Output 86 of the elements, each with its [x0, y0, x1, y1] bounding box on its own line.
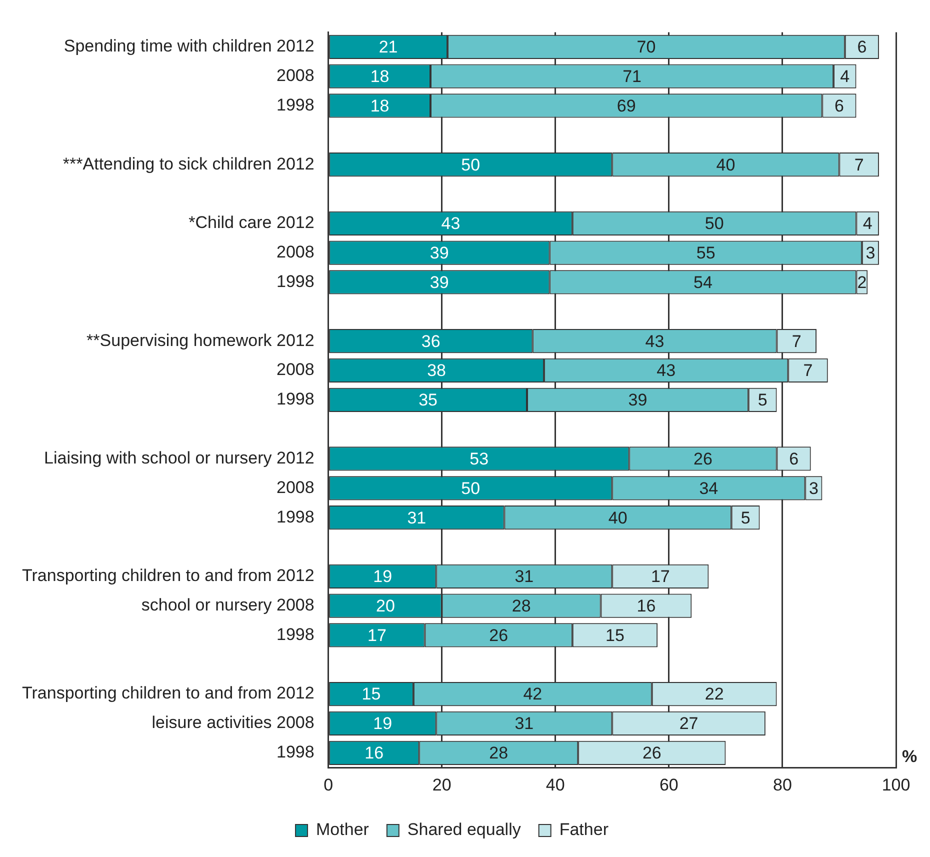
- x-tick-label: 0: [324, 775, 334, 794]
- data-label: 28: [512, 596, 531, 616]
- data-label: 26: [489, 626, 508, 645]
- x-tick-label: 100: [882, 775, 910, 794]
- data-label: 34: [699, 478, 718, 498]
- y-tick-label: 1998: [276, 390, 314, 409]
- data-label: 22: [704, 684, 724, 704]
- data-label: 20: [376, 596, 395, 616]
- data-label: 40: [608, 508, 628, 528]
- y-tick-label: 1998: [276, 507, 314, 526]
- data-label: 54: [694, 272, 712, 292]
- y-tick-label: 2008: [276, 242, 314, 262]
- data-label: 7: [792, 332, 802, 351]
- data-label: 6: [834, 96, 844, 116]
- x-tick-label: 20: [432, 775, 452, 794]
- data-label: 39: [430, 244, 449, 263]
- data-label: 26: [694, 449, 712, 468]
- data-label: 28: [489, 744, 508, 763]
- x-axis-title: %: [902, 746, 918, 766]
- data-label: 55: [696, 244, 716, 263]
- data-label: 31: [407, 508, 426, 528]
- y-tick-label: *Child care 2012: [188, 213, 314, 232]
- data-label: 27: [679, 714, 698, 734]
- data-label: 15: [606, 626, 624, 645]
- legend-label: Father: [559, 820, 609, 840]
- data-label: 3: [866, 244, 876, 263]
- legend-label: Shared equally: [407, 820, 522, 840]
- data-label: 70: [636, 38, 656, 57]
- y-tick-label: 2008: [276, 66, 314, 86]
- y-tick-label: **Supervising homework 2012: [86, 330, 314, 350]
- y-tick-label: Transporting children to and from 2012: [22, 684, 314, 703]
- data-label: 7: [803, 361, 813, 380]
- data-label: 4: [840, 67, 850, 86]
- data-label: 43: [645, 332, 664, 351]
- y-tick-label: 2008: [276, 478, 314, 497]
- data-label: 53: [470, 449, 489, 468]
- data-label: 36: [421, 332, 440, 351]
- data-label: 35: [418, 390, 438, 410]
- y-tick-label: 1998: [276, 624, 314, 644]
- data-label: 39: [628, 390, 648, 410]
- data-label: 38: [427, 361, 446, 380]
- y-tick-label: 1998: [276, 742, 314, 762]
- data-label: 6: [789, 449, 799, 468]
- data-label: 17: [650, 567, 670, 586]
- data-label: 43: [441, 214, 460, 234]
- data-label: 40: [716, 155, 736, 174]
- data-label: 5: [758, 390, 768, 410]
- y-tick-label: ***Attending to sick children 2012: [62, 154, 314, 174]
- data-label: 17: [367, 626, 386, 645]
- data-label: 50: [704, 214, 724, 234]
- data-label: 18: [370, 96, 390, 116]
- x-tick-label: 40: [546, 775, 565, 794]
- data-label: 42: [523, 684, 542, 704]
- legend-label: Mother: [316, 820, 370, 840]
- data-label: 50: [461, 478, 480, 498]
- data-label: 26: [642, 744, 662, 763]
- y-tick-label: leisure activities 2008: [152, 713, 314, 732]
- data-label: 7: [854, 155, 864, 174]
- data-label: 31: [514, 714, 534, 734]
- x-tick-label: 80: [773, 775, 792, 794]
- y-tick-label: Transporting children to and from 2012: [22, 566, 314, 586]
- y-tick-label: 2008: [276, 360, 314, 380]
- data-label: 3: [808, 478, 818, 498]
- data-label: 16: [364, 744, 384, 763]
- data-label: 39: [430, 272, 449, 292]
- data-label: 71: [622, 67, 642, 86]
- data-label: 2: [857, 272, 867, 292]
- data-label: 19: [373, 567, 392, 586]
- data-label: 5: [740, 508, 750, 528]
- y-tick-label: Spending time with children 2012: [64, 36, 314, 56]
- data-label: 6: [857, 38, 867, 57]
- data-label: 21: [378, 38, 398, 57]
- data-label: 4: [862, 214, 872, 234]
- data-label: 43: [656, 361, 676, 380]
- y-tick-label: Liaising with school or nursery 2012: [44, 448, 314, 468]
- data-label: 31: [514, 567, 534, 586]
- y-tick-label: 1998: [276, 95, 314, 114]
- data-label: 18: [370, 67, 390, 86]
- data-label: 19: [373, 714, 392, 734]
- x-tick-label: 60: [659, 775, 678, 794]
- data-label: 69: [616, 96, 636, 116]
- data-label: 50: [461, 155, 480, 174]
- y-tick-label: 1998: [276, 272, 314, 291]
- data-label: 15: [362, 684, 381, 704]
- y-tick-label: school or nursery 2008: [141, 596, 314, 614]
- data-label: 16: [636, 596, 656, 616]
